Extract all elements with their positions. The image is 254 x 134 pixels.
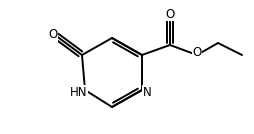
Text: O: O [192,46,202,59]
Text: O: O [48,29,58,42]
Text: O: O [165,8,175,21]
Text: N: N [143,85,151,98]
Text: HN: HN [70,85,88,98]
